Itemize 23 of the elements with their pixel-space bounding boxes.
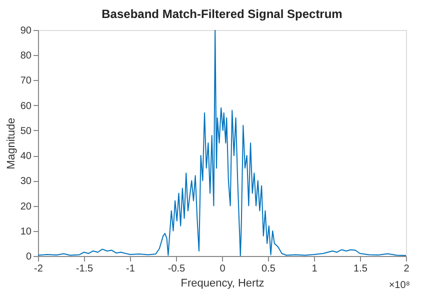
y-axis-title: Magnitude (5, 118, 18, 170)
x-tick-label: 1 (312, 264, 318, 274)
y-tick-label: 90 (20, 26, 32, 36)
y-tick-label: 0 (26, 252, 32, 262)
x-axis-title: Frequency, Hertz (180, 278, 264, 290)
chart-title: Baseband Match-Filtered Signal Spectrum (102, 7, 342, 21)
y-tick-label: 30 (20, 176, 32, 188)
y-tick-label: 70 (20, 76, 32, 87)
x-tick-label: -1 (126, 264, 136, 274)
y-tick-label: 80 (20, 50, 32, 62)
text: ×10⁸ (388, 280, 410, 291)
x-tick-label: 0 (220, 264, 226, 274)
y-tick-label: 50 (20, 126, 32, 137)
x-tick-label: 1.5 (354, 264, 368, 274)
x-tick-label: -1.5 (76, 264, 94, 274)
x-tick-label: 0.5 (262, 264, 276, 274)
y-tick-label: 60 (20, 100, 32, 112)
y-tick-label: 20 (20, 201, 32, 212)
y-tick-label: 10 (20, 226, 32, 238)
x-tick-label: -0.5 (168, 264, 186, 274)
x-tick-label: 2 (404, 264, 410, 274)
y-tick-label: 40 (20, 151, 32, 162)
x-tick-label: -2 (34, 264, 44, 274)
